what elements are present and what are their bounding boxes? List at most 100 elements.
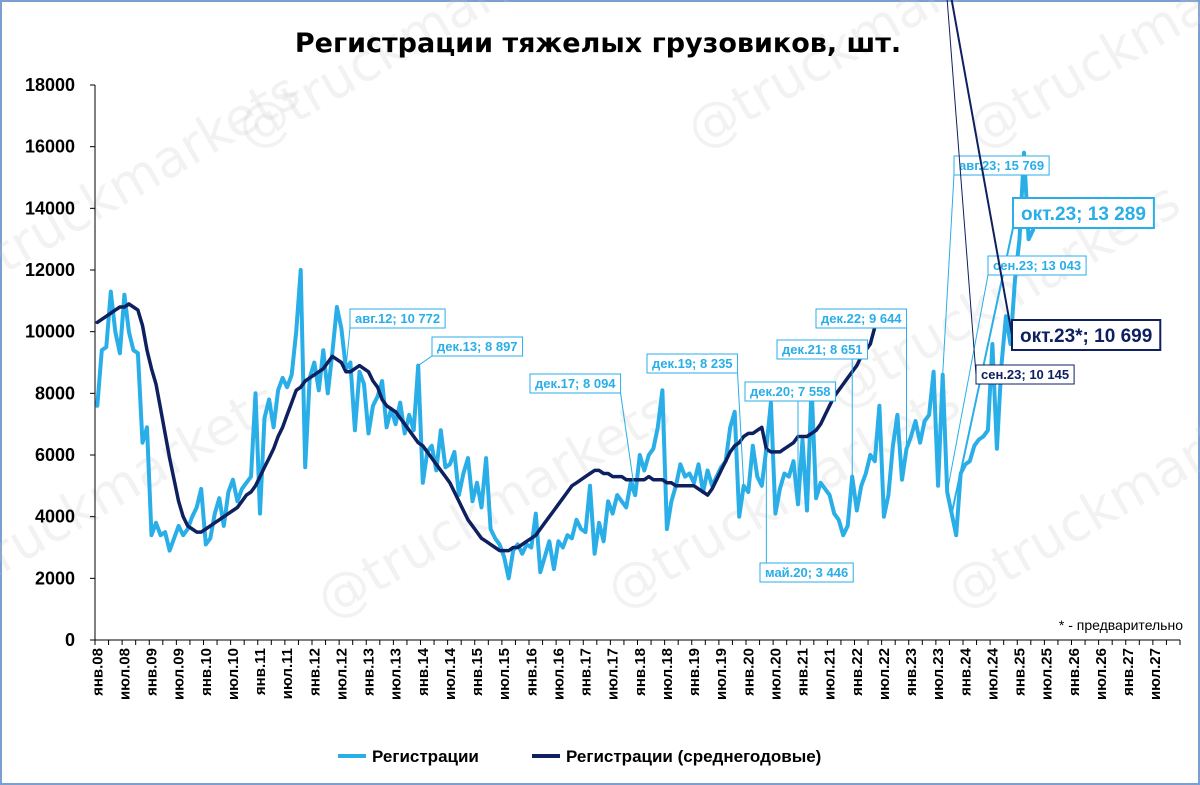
series-line-registrations (95, 150, 1036, 581)
x-axis: янв.08 июл.08 янв.09 июл.09 янв.10 июл.10 янв.… (89, 639, 1181, 700)
y-tick-label: 14000 (25, 198, 75, 218)
x-tick-label: июл.15 (496, 648, 513, 700)
annotation-box (529, 373, 622, 394)
y-tick-label: 16000 (25, 137, 75, 157)
y-tick-label: 10000 (25, 322, 75, 342)
x-tick-label: июл.13 (388, 648, 405, 700)
annotation-label: окт.23; 13 289 (1021, 204, 1146, 225)
annotation-box (759, 562, 854, 583)
x-tick-label: янв.09 (144, 648, 161, 696)
annotation-callout: авг.12; 10 772 (345, 308, 446, 369)
x-tick-label: янв.21 (795, 648, 812, 696)
annotation-box (1011, 319, 1162, 351)
x-tick-label: янв.08 (89, 648, 106, 696)
y-tick-label: 6000 (35, 445, 75, 465)
x-tick-label: янв.11 (252, 648, 269, 695)
x-tick-label: июл.08 (116, 648, 133, 700)
annotation-label: авг.23; 15 769 (959, 158, 1044, 173)
x-tick-label: июл.26 (1093, 648, 1110, 700)
annotation-callout: окт.23; 13 289 (950, 197, 1155, 514)
annotation-callout: дек.21; 8 651 (776, 339, 869, 477)
x-tick-label: янв.14 (415, 647, 432, 696)
annotation-leader-line (950, 0, 1013, 336)
annotation-leader-line (417, 355, 433, 366)
series-layer (95, 150, 1036, 581)
annotation-leader-line (345, 327, 351, 369)
annotation-callout: дек.20; 7 558 (744, 381, 837, 505)
footnote: * - предварительно (1059, 617, 1183, 633)
legend: Регистрации Регистрации (среднегодовые) (338, 747, 821, 766)
x-tick-label: янв.17 (578, 648, 595, 696)
x-tick-label: янв.13 (361, 648, 378, 696)
y-axis: 0 2000 4000 6000 8000 10000 12000 14000 16000 180… (25, 75, 96, 650)
legend-label: Регистрации (среднегодовые) (566, 747, 821, 766)
annotation-label: дек.20; 7 558 (750, 384, 831, 399)
annotation-label: дек.19; 8 235 (652, 356, 733, 371)
annotation-box (646, 353, 739, 374)
chart-title: Регистрации тяжелых грузовиков, шт. (295, 28, 901, 59)
watermark-layer: @truckmarkets@truckmarkets@truckmarkets@… (0, 0, 1200, 631)
annotation-label: дек.22; 9 644 (821, 311, 902, 326)
annotation-label: дек.13; 8 897 (437, 339, 518, 354)
annotation-callout: дек.19; 8 235 (646, 353, 745, 486)
x-tick-label: июл.09 (171, 648, 188, 700)
legend-entry: Регистрации (338, 747, 479, 766)
x-tick-label: июл.16 (550, 648, 567, 700)
x-tick-label: июл.11 (279, 648, 296, 699)
y-tick-label: 18000 (25, 75, 75, 95)
x-tick-label: июл.22 (876, 648, 893, 700)
y-tick-label: 8000 (35, 383, 75, 403)
annotation-callout: май.20; 3 446 (759, 448, 854, 583)
x-tick-label: июл.10 (225, 648, 242, 700)
watermark-text: @truckmarkets (937, 371, 1200, 621)
annotation-box (744, 381, 837, 402)
x-tick-label: янв.18 (632, 648, 649, 696)
annotation-box (975, 364, 1075, 385)
y-tick-label: 2000 (35, 568, 75, 588)
annotation-callout: сен.23; 10 145 (946, 0, 1075, 385)
annotation-label: май.20; 3 446 (765, 565, 848, 580)
annotation-leader-line (942, 174, 955, 375)
x-tick-label: янв.10 (198, 648, 215, 696)
x-tick-label: июл.23 (930, 648, 947, 700)
annotation-callout: сен.23; 13 043 (946, 255, 1087, 493)
x-tick-label: июл.18 (659, 648, 676, 700)
legend-entry: Регистрации (среднегодовые) (532, 747, 821, 766)
x-tick-label: июл.20 (767, 648, 784, 700)
x-tick-label: янв.26 (1066, 648, 1083, 696)
annotation-label: дек.17; 8 094 (535, 376, 616, 391)
x-tick-label: янв.24 (957, 647, 974, 696)
y-tick-label: 0 (65, 630, 75, 650)
annotation-leader-line (737, 372, 745, 486)
annotation-box (815, 308, 908, 329)
x-tick-label: июл.17 (605, 648, 622, 700)
x-tick-label: янв.12 (306, 648, 323, 696)
annotation-box (953, 155, 1050, 176)
annotation-callout: окт.23*; 10 699 (950, 0, 1162, 351)
annotation-label: сен.23; 10 145 (981, 367, 1069, 382)
annotation-callout: дек.17; 8 094 (529, 373, 636, 496)
x-tick-label: июл.27 (1147, 648, 1164, 700)
x-tick-label: янв.23 (903, 648, 920, 696)
x-tick-label: янв.27 (1120, 648, 1137, 696)
x-tick-label: июл.21 (822, 648, 839, 700)
annotation-box (987, 255, 1087, 276)
watermark-text: @truckmarkets (957, 0, 1200, 161)
x-tick-label: июл.14 (442, 647, 459, 700)
x-tick-label: янв.16 (523, 648, 540, 696)
x-tick-label: янв.20 (740, 648, 757, 696)
annotation-callout: дек.22; 9 644 (815, 308, 908, 449)
annotation-label: окт.23*; 10 699 (1020, 326, 1152, 347)
annotation-box (431, 336, 524, 357)
annotation-leader-line (946, 274, 989, 493)
annotation-callout: дек.13; 8 897 (417, 336, 524, 366)
y-tick-label: 12000 (25, 260, 75, 280)
x-tick-label: янв.25 (1012, 648, 1029, 696)
series-line-registrations-annual-average (95, 302, 882, 553)
x-tick-label: июл.25 (1039, 648, 1056, 700)
legend-label: Регистрации (372, 747, 479, 766)
annotation-box (1012, 197, 1155, 229)
x-tick-label: июл.19 (713, 648, 730, 700)
annotation-leader-line (620, 392, 636, 496)
